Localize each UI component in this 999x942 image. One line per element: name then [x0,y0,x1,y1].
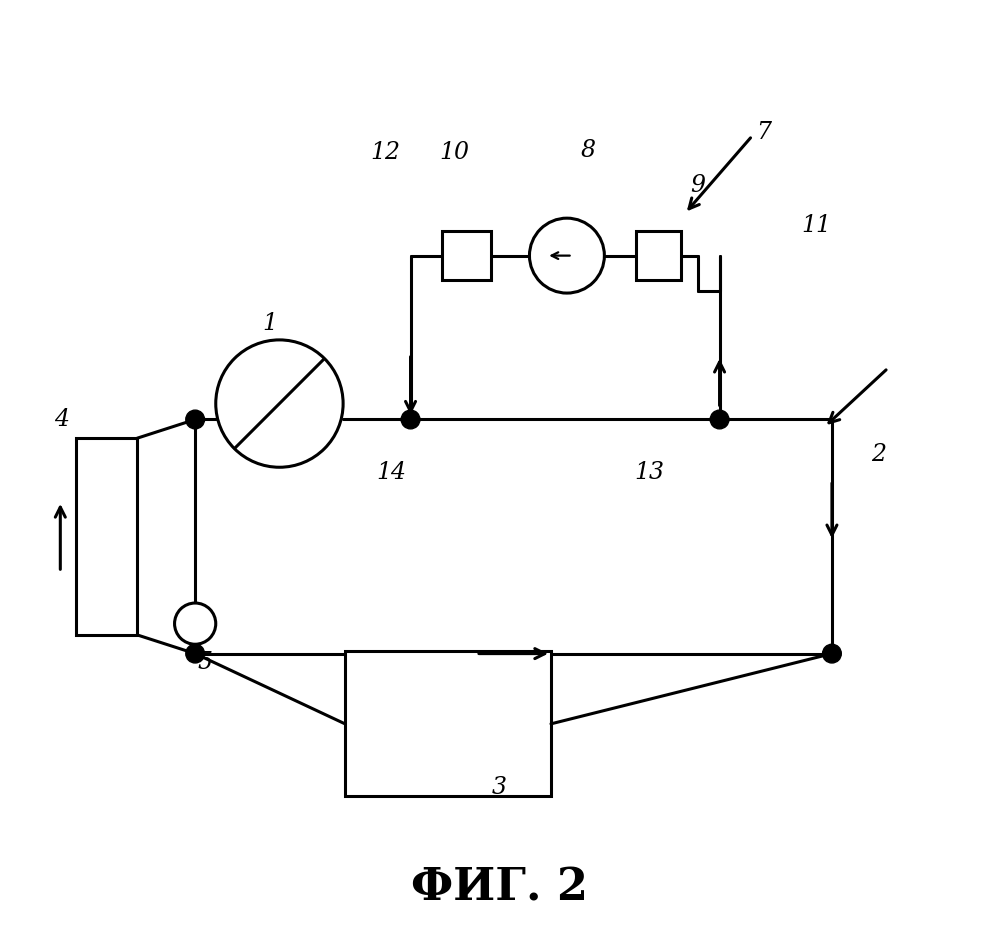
Text: 14: 14 [377,462,407,484]
Text: 5: 5 [197,652,212,674]
Text: 13: 13 [634,462,664,484]
Text: 7: 7 [756,121,771,143]
Text: 9: 9 [690,174,705,197]
Circle shape [402,410,420,429]
Text: 4: 4 [54,408,69,431]
Circle shape [186,644,205,663]
Circle shape [529,219,604,293]
Circle shape [216,340,343,467]
Circle shape [175,603,216,644]
Circle shape [822,644,841,663]
Circle shape [710,410,729,429]
Text: ФИГ. 2: ФИГ. 2 [411,867,588,909]
Circle shape [186,410,205,429]
Text: 8: 8 [581,139,596,162]
Text: 11: 11 [801,214,831,237]
Text: 12: 12 [371,141,401,164]
Bar [345,651,551,796]
Bar [636,232,681,280]
Bar [443,232,492,280]
Text: 1: 1 [263,312,278,334]
Text: 10: 10 [440,141,470,164]
Text: 2: 2 [871,443,886,465]
Bar [76,438,137,635]
Text: 3: 3 [492,776,507,799]
